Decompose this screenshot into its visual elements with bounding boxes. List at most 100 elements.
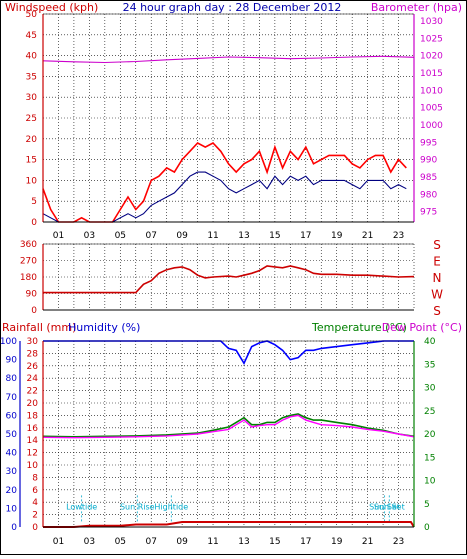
wind-direction-line [43,265,415,294]
rain-y-tick-label: 0 [32,523,38,533]
rain-y-tick-label: 16 [27,424,39,434]
climate-panel-x-tick-label: 07 [145,537,156,547]
compass-label: W [431,288,443,302]
humidity-y-tick-label: 0 [11,523,17,533]
compass-label: S [433,238,441,252]
barometer-y-tick-label: 1020 [420,52,443,62]
temperature-y-tick-label: 15 [424,453,435,463]
wind-y-tick-label: 20 [26,135,38,145]
barometer-line [42,55,415,64]
axes [19,13,415,528]
humidity-y-tick-label: 30 [6,467,18,477]
direction-y-tick-label: 0 [31,306,37,316]
humidity-y-tick-label: 60 [6,411,18,421]
annotation-label: Sun Set [374,503,405,512]
climate-panel-x-tick-label: 19 [331,537,343,547]
rain-y-tick-label: 14 [27,436,39,446]
humidity-y-tick-label: 50 [6,430,18,440]
compass-label: E [433,255,441,269]
rain-y-tick-label: 2 [32,511,38,521]
wind-panel-x-tick-label: 13 [238,231,249,241]
direction-y-tick-label: 90 [26,290,38,300]
barometer-y-tick-label: 985 [420,173,437,183]
temperature-y-tick-label: 20 [424,430,436,440]
barometer-y-tick-label: 1005 [420,104,443,114]
compass-label: N [433,271,442,285]
direction-y-tick-label: 180 [20,273,37,283]
dewpoint-line [42,414,415,439]
climate-panel-x-tick-label: 17 [300,537,311,547]
rain-y-tick-label: 30 [27,337,39,347]
rain-y-tick-label: 20 [27,399,39,409]
barometer-y-tick-label: 990 [420,156,437,166]
barometer-y-tick-label: 1000 [420,121,443,131]
chart-title: 24 hour graph day : 28 December 2012 [123,1,342,14]
rain-y-tick-label: 22 [27,387,38,397]
wind-y-tick-label: 35 [26,72,37,82]
temperature-y-tick-label: 40 [424,337,436,347]
wind-panel-x-tick-label: 01 [53,231,64,241]
wind-panel-x-tick-label: 21 [362,231,373,241]
climate-panel-x-tick-label: 05 [115,537,126,547]
dewpoint-axis-title: Dew Point (°C) [382,321,462,334]
wind-panel-x-tick-label: 07 [145,231,156,241]
temperature-y-tick-label: 30 [424,384,436,394]
wind-y-tick-label: 0 [31,218,37,228]
wind-y-tick-label: 5 [31,197,37,207]
temperature-y-tick-label: 10 [424,477,436,487]
rainfall-axis-title: Rainfall (mm) [2,321,76,334]
rainfall-line [43,521,415,528]
temperature-axis-title: Temperature (°C) [311,321,407,334]
humidity-y-tick-label: 40 [6,449,18,459]
climate-panel-x-tick-label: 01 [53,537,64,547]
humidity-axis-title: Humidity (%) [68,321,140,334]
barometer-y-tick-label: 975 [420,208,437,218]
barometer-y-tick-label: 995 [420,138,437,148]
humidity-y-tick-label: 70 [6,393,18,403]
wind-panel-x-tick-label: 09 [176,231,188,241]
barometer-y-tick-label: 1010 [420,86,443,96]
wind-panel-x-tick-label: 15 [269,231,280,241]
rain-y-tick-label: 8 [32,473,38,483]
wind-panel-x-tick-label: 23 [393,231,404,241]
climate-panel-x-tick-label: 09 [176,537,188,547]
climate-panel-x-tick-label: 21 [362,537,373,547]
wind-y-tick-label: 10 [26,176,38,186]
barometer-y-tick-label: 1025 [420,34,443,44]
wind-panel-x-tick-label: 17 [300,231,311,241]
wind-panel-x-tick-label: 03 [84,231,95,241]
barometer-axis-title: Barometer (hpa) [371,1,462,14]
tick-labels: 0510152025303540455097598098599099510001… [0,10,443,547]
humidity-y-tick-label: 90 [6,356,18,366]
wind-y-tick-label: 25 [26,114,37,124]
rain-y-tick-label: 10 [27,461,39,471]
barometer-y-tick-label: 980 [420,190,437,200]
wind-y-tick-label: 50 [26,10,38,20]
humidity-y-tick-label: 80 [6,374,18,384]
rain-y-tick-label: 6 [32,486,38,496]
direction-y-tick-label: 270 [20,257,37,267]
annotation-label: Hightide [154,503,188,512]
annotation-label: Lowtide [66,503,97,512]
humidity-y-tick-label: 100 [0,337,17,347]
temperature-y-tick-label: 25 [424,407,435,417]
wind-y-tick-label: 40 [26,52,38,62]
temperature-y-tick-label: 35 [424,360,435,370]
barometer-y-tick-label: 1030 [420,17,443,27]
climate-panel-x-tick-label: 11 [207,537,218,547]
wind-panel-x-tick-label: 05 [115,231,126,241]
rain-y-tick-label: 18 [27,411,39,421]
wind-y-tick-label: 45 [26,31,37,41]
wind-panel-x-tick-label: 19 [331,231,343,241]
temperature-y-tick-label: 5 [424,500,430,510]
wind-axis-title: Windspeed (kph) [5,1,98,14]
rain-y-tick-label: 28 [27,349,39,359]
annotation-label: Sun Rise [120,503,155,512]
wind-y-tick-label: 15 [26,156,37,166]
humidity-y-tick-label: 20 [6,486,18,496]
temperature-line [42,413,415,438]
humidity-y-tick-label: 10 [6,504,18,514]
